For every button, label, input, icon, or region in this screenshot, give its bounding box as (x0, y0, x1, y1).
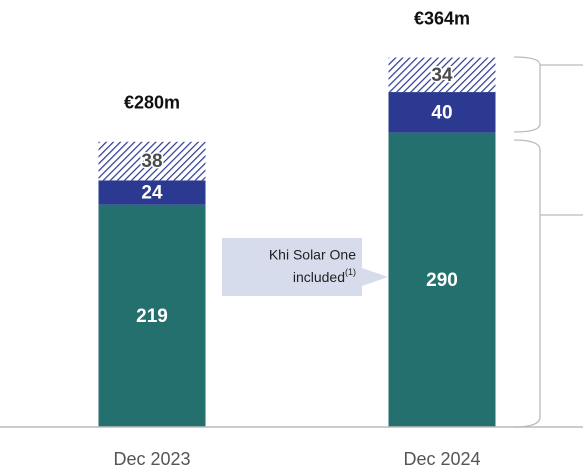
bar-segment (98, 180, 206, 205)
annotation-superscript: (1) (345, 267, 356, 277)
total-label: €364m (414, 8, 470, 28)
data-label: 290 (426, 270, 458, 291)
total-label: €280m (124, 93, 180, 113)
data-label: 38 (141, 151, 162, 172)
annotation-box (222, 238, 388, 296)
data-label: 40 (431, 102, 452, 123)
bar-segment (388, 57, 496, 93)
bars (98, 57, 496, 427)
bar-segment (388, 92, 496, 133)
x-tick-label: Dec 2023 (113, 449, 190, 469)
bar-segment (388, 132, 496, 427)
bar-segment (98, 204, 206, 427)
brace (513, 56, 583, 133)
annotation-line: included (293, 269, 345, 285)
x-tick-label: Dec 2024 (403, 449, 480, 469)
bar-segment (98, 141, 206, 181)
annotation-text: included(1) (293, 267, 356, 284)
annotation-text: Khi Solar One (269, 247, 356, 263)
data-label: 34 (431, 65, 453, 86)
brace (513, 139, 583, 428)
data-label: 219 (136, 306, 168, 327)
data-label: 24 (141, 183, 163, 204)
